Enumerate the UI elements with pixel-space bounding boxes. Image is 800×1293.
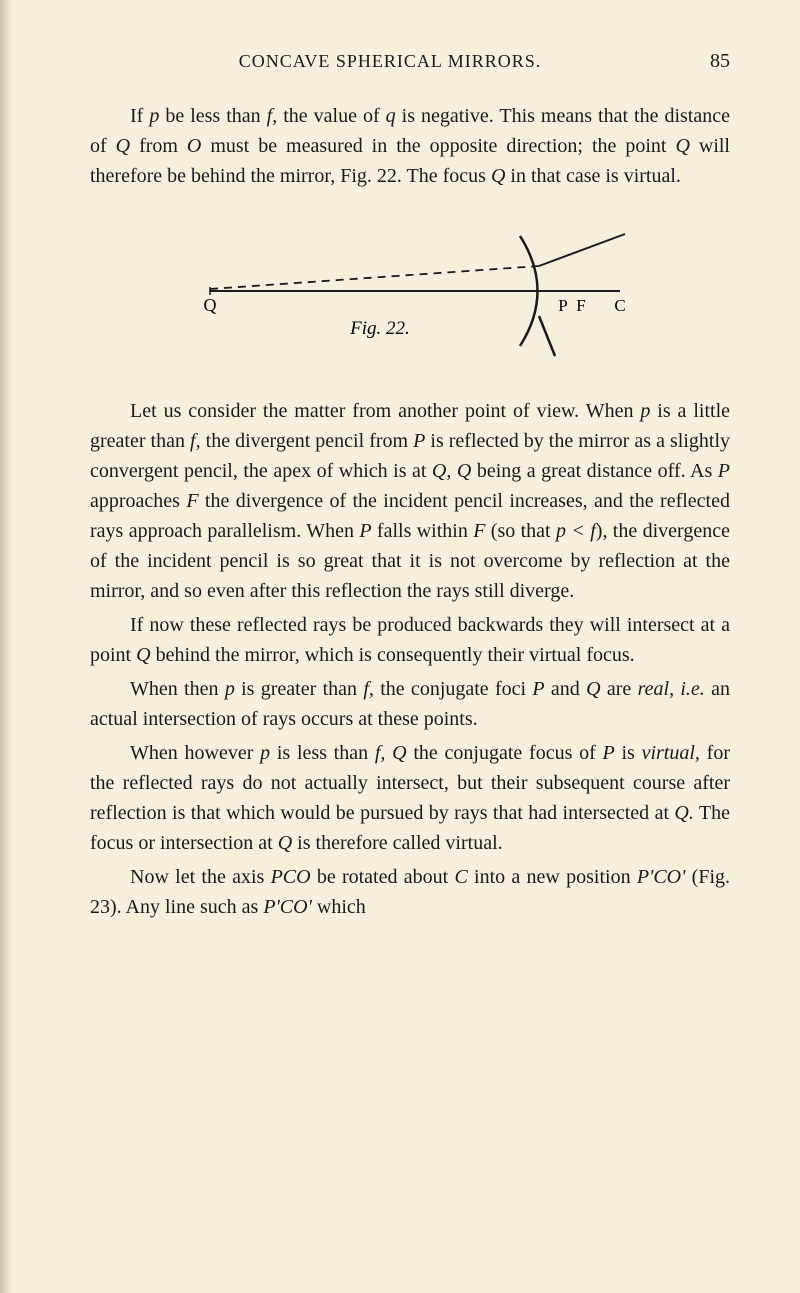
text: in that case is virtual. <box>505 165 681 187</box>
variable-F: F <box>473 520 485 542</box>
variable-p: p <box>260 742 270 764</box>
text: (so that <box>485 520 556 542</box>
ray-bottom <box>539 316 555 356</box>
variable-fQ: f, Q <box>375 742 407 764</box>
paragraph-1: If p be less than f, the value of q is n… <box>90 101 730 191</box>
text: which <box>312 896 366 918</box>
paragraph-6: Now let the axis PCO be rotated about C … <box>90 862 730 922</box>
text: the value of <box>277 105 385 127</box>
text: falls within <box>372 520 474 542</box>
italic-real: real, i.e. <box>638 678 705 700</box>
text: into a new position <box>468 866 637 888</box>
variable-Q: Q <box>491 165 505 187</box>
paragraph-5: When however p is less than f, Q the con… <box>90 738 730 858</box>
text: be rotated about <box>311 866 455 888</box>
text: the conjugate focus of <box>407 742 603 764</box>
italic-virtual: virtual, <box>642 742 700 764</box>
label-Q: Q <box>204 295 217 315</box>
text: Let us consider the matter from another … <box>130 400 640 422</box>
variable-p: p <box>149 105 159 127</box>
variable-p: p <box>640 400 650 422</box>
label-P: P <box>558 296 567 315</box>
paragraph-3: If now these reflected rays be produced … <box>90 610 730 670</box>
text: be less than <box>159 105 266 127</box>
variable-Q: Q <box>116 135 130 157</box>
text: When then <box>130 678 225 700</box>
figure-22-diagram: Q P F C Fig. 22. <box>180 216 640 366</box>
variable-Q: Q <box>136 644 150 666</box>
text: the conjugate foci <box>374 678 533 700</box>
header-title: CONCAVE SPHERICAL MIRRORS. <box>90 51 690 72</box>
text: from <box>130 135 187 157</box>
text: is less than <box>270 742 375 764</box>
variable-F: F <box>186 490 198 512</box>
variable-P: P <box>532 678 544 700</box>
variable-P: P <box>359 520 371 542</box>
variable-PCO-prime: P'CO' <box>637 866 686 888</box>
text: When however <box>130 742 260 764</box>
variable-Q: Q <box>278 832 292 854</box>
text: being a great distance off. As <box>471 460 717 482</box>
variable-PCO: PCO <box>271 866 311 888</box>
text: approaches <box>90 490 186 512</box>
variable-PCO-prime: P'CO' <box>263 896 312 918</box>
paragraph-2: Let us consider the matter from another … <box>90 396 730 606</box>
variable-P: P <box>603 742 615 764</box>
variable-O: O <box>187 135 201 157</box>
variable-P: P <box>718 460 730 482</box>
text: Now let the axis <box>130 866 271 888</box>
label-F: F <box>576 296 585 315</box>
variable-QQ: Q, Q <box>432 460 471 482</box>
text: is greater than <box>235 678 364 700</box>
ray-top-solid <box>539 234 625 266</box>
text: the divergent pencil from <box>201 430 414 452</box>
text: If <box>130 105 149 127</box>
text: and <box>545 678 587 700</box>
variable-Q: Q <box>586 678 600 700</box>
paragraph-4: When then p is greater than f, the conju… <box>90 674 730 734</box>
variable-q: q <box>386 105 396 127</box>
text: behind the mirror, which is consequently… <box>151 644 635 666</box>
variable-f: f, <box>363 678 374 700</box>
variable-P: P <box>413 430 425 452</box>
text: are <box>601 678 638 700</box>
variable-pltf: p < f <box>556 520 596 542</box>
variable-C: C <box>454 866 467 888</box>
variable-p: p <box>225 678 235 700</box>
ray-top-dashed <box>210 266 539 289</box>
variable-Q: Q <box>675 135 689 157</box>
text: is <box>615 742 642 764</box>
variable-f: f, <box>190 430 201 452</box>
figure-22: Q P F C Fig. 22. <box>90 216 730 366</box>
label-C: C <box>614 296 625 315</box>
text: must be measured in the opposite directi… <box>201 135 675 157</box>
variable-f: f, <box>267 105 278 127</box>
variable-Q: Q. <box>674 802 693 824</box>
text: is therefore called virtual. <box>292 832 502 854</box>
page-number: 85 <box>710 50 730 73</box>
page-edge-shadow <box>0 0 12 1293</box>
page-header: CONCAVE SPHERICAL MIRRORS. 85 <box>90 50 730 73</box>
figure-label: Fig. 22. <box>349 318 410 339</box>
